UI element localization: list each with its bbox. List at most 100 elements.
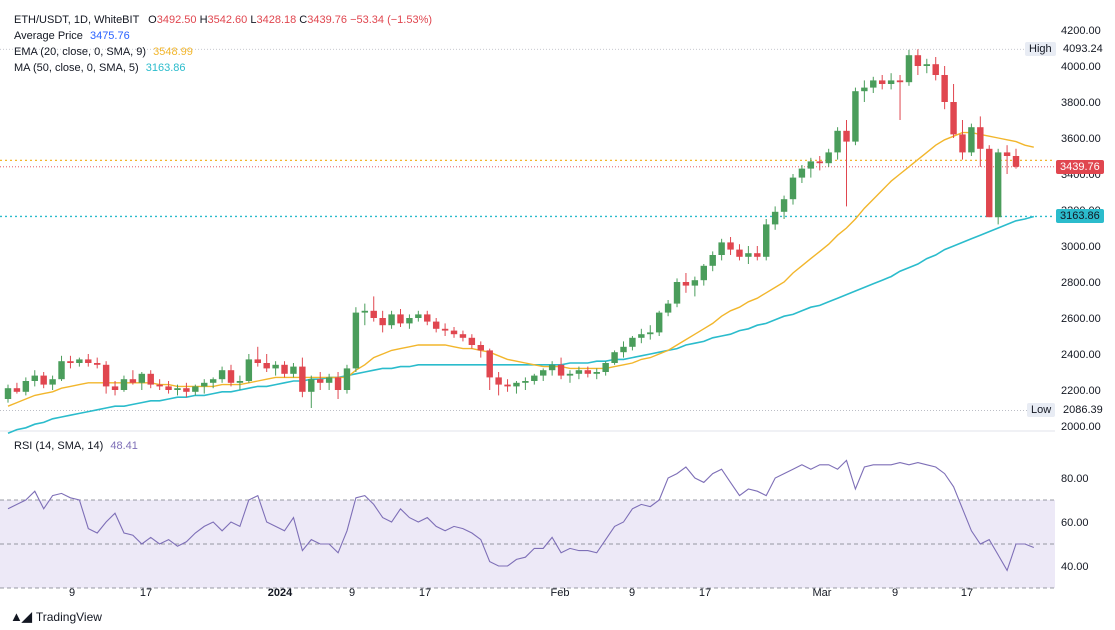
time-tick-label: 9 <box>69 587 75 599</box>
candle-body <box>825 152 832 164</box>
candle-body <box>611 352 618 363</box>
time-tick-label: 17 <box>961 587 973 599</box>
time-tick-label: 17 <box>140 587 152 599</box>
candle-body <box>861 87 868 92</box>
ema-line <box>7 131 1034 407</box>
time-tick-label: 17 <box>419 587 431 599</box>
candle-body <box>209 379 217 383</box>
candle-body <box>406 318 413 324</box>
candle-body <box>334 377 342 390</box>
avg-label: Average Price <box>14 30 83 42</box>
high-value: 3542.60 <box>207 14 248 26</box>
candle-body <box>263 363 270 369</box>
open-label: O <box>148 14 157 26</box>
candle-body <box>709 255 716 266</box>
candle-body <box>343 368 351 390</box>
candle-body <box>727 242 734 250</box>
low-label: L <box>250 14 257 26</box>
rsi-label: RSI (14, SMA, 14) <box>14 440 104 452</box>
candle-body <box>870 80 877 88</box>
candle-body <box>968 127 975 153</box>
rsi-tick-label: 40.00 <box>1061 561 1089 573</box>
candle-body <box>1003 152 1011 156</box>
ma-line <box>7 215 1035 434</box>
candle-body <box>468 337 476 345</box>
candle-body <box>227 370 235 383</box>
candle-body <box>629 337 636 347</box>
avg-value: 3475.76 <box>89 30 130 42</box>
candle-body <box>647 332 654 335</box>
candle-body <box>13 388 21 392</box>
rsi-legend[interactable]: RSI (14, SMA, 14) 48.41 <box>14 440 138 452</box>
candle-body <box>192 386 199 392</box>
low-tag-label: Low <box>1027 403 1056 417</box>
candle-body <box>593 372 600 374</box>
candle-body <box>183 388 190 392</box>
ema-series <box>7 131 1034 407</box>
candle-body <box>834 130 841 153</box>
candles <box>4 49 1020 408</box>
candle-body <box>718 242 725 255</box>
price-tick-label: 3800.00 <box>1061 97 1101 109</box>
candle-body <box>40 375 47 385</box>
candle-body <box>763 224 770 257</box>
price-tick-label: 2800.00 <box>1061 277 1101 289</box>
candle-body <box>111 386 119 390</box>
candle-body <box>816 161 823 164</box>
time-axis[interactable]: 9 17 2024 9 17 Feb 9 17 Mar 9 17 <box>69 587 973 599</box>
candle-body <box>780 199 788 212</box>
candle-body <box>486 350 493 378</box>
candle-body <box>620 346 627 353</box>
candle-body <box>655 312 663 333</box>
candle-body <box>424 314 431 322</box>
ema-value: 3548.99 <box>153 46 193 58</box>
legend-ema-row[interactable]: EMA (20, close, 0, SMA, 9) 3548.99 <box>14 44 432 60</box>
candle-body <box>58 361 65 380</box>
candle-body <box>441 328 449 331</box>
legend-symbol-row[interactable]: ETH/USDT, 1D, WhiteBIT O3492.50 H3542.60… <box>14 12 432 28</box>
candle-body <box>450 330 458 335</box>
candle-body <box>896 80 904 83</box>
candle-body <box>932 64 939 75</box>
candle-body <box>852 91 859 142</box>
candle-body <box>245 359 253 381</box>
open-value: 3492.50 <box>156 14 197 26</box>
candle-body <box>798 168 806 178</box>
candle-body <box>540 370 547 376</box>
legend-ma-row[interactable]: MA (50, close, 0, SMA, 5) 3163.86 <box>14 60 432 76</box>
high-tag-label: High <box>1025 42 1056 56</box>
rsi-axis[interactable]: 40.00 60.00 80.00 <box>1061 473 1089 573</box>
candle-body <box>575 370 583 374</box>
candle-body <box>388 314 395 326</box>
candle-body <box>93 363 101 365</box>
candle-body <box>138 373 146 383</box>
candle-body <box>878 80 886 84</box>
ma-price-tag: 3163.86 <box>1056 209 1104 223</box>
candle-body <box>807 161 815 169</box>
candle-body <box>76 359 83 363</box>
candle-body <box>522 381 529 383</box>
candle-body <box>977 127 984 149</box>
candle-body <box>379 318 386 326</box>
candle-body <box>843 130 850 142</box>
legend-avg-row[interactable]: Average Price 3475.76 <box>14 28 432 44</box>
candle-body <box>691 280 699 286</box>
ema-label: EMA (20, close, 0, SMA, 9) <box>14 46 147 58</box>
candle-body <box>120 379 128 390</box>
price-axis[interactable]: 2000.00 2200.00 2400.00 2600.00 2800.00 3000.… <box>1061 25 1101 433</box>
tradingview-logo[interactable]: ▲◢ TradingView <box>10 609 102 625</box>
candle-body <box>361 310 369 313</box>
candle-body <box>370 310 377 318</box>
price-tick-label: 3600.00 <box>1061 133 1101 145</box>
candle-body <box>432 321 440 329</box>
time-tick-label: 9 <box>349 587 355 599</box>
candle-body <box>584 370 592 374</box>
candle-body <box>754 253 761 257</box>
candle-body <box>682 282 690 286</box>
close-label: C <box>299 14 308 26</box>
ma-label: MA (50, close, 0, SMA, 5) <box>14 62 139 74</box>
time-tick-label: 9 <box>629 587 635 599</box>
low-value: 3428.18 <box>256 14 297 26</box>
candle-body <box>638 334 645 338</box>
candle-body <box>22 381 30 392</box>
